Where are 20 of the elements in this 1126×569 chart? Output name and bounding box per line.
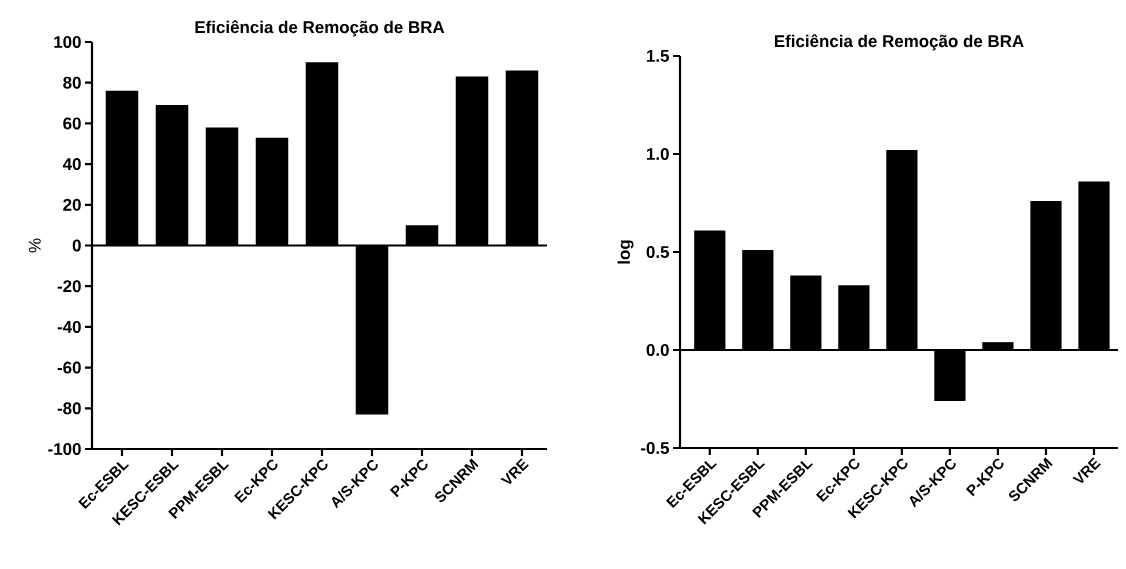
y-tick-label: -40 xyxy=(57,320,81,333)
y-tick-label: 100 xyxy=(54,36,81,48)
y-tick-label: -0.5 xyxy=(640,442,670,454)
y-axis-title: log xyxy=(617,240,634,264)
chart-title: Eficiência de Remoção de BRA xyxy=(195,20,445,37)
y-axis-title: % xyxy=(28,238,41,253)
y-tick-label: -100 xyxy=(48,443,81,455)
y-tick-label: 1.0 xyxy=(647,148,669,160)
y-tick-label: 0.5 xyxy=(646,246,670,258)
y-tick-label: -60 xyxy=(57,361,81,374)
chart-title: Eficiência de Remoção de BRA xyxy=(774,34,1024,51)
y-tick-label: 0 xyxy=(72,239,81,252)
y-tick-label: 0.0 xyxy=(646,344,669,356)
y-tick-label: 20 xyxy=(63,198,81,211)
y-tick-label: 60 xyxy=(63,117,81,130)
y-tick-label: 1.5 xyxy=(647,50,670,62)
y-tick-label: 80 xyxy=(63,76,81,89)
y-tick-label: -20 xyxy=(57,280,81,293)
y-tick-label: 40 xyxy=(62,158,81,171)
y-tick-label: -80 xyxy=(57,402,81,415)
